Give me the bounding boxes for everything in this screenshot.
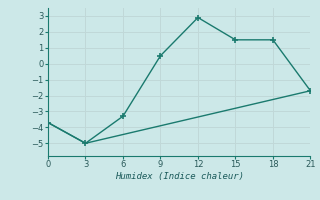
X-axis label: Humidex (Indice chaleur): Humidex (Indice chaleur): [115, 172, 244, 181]
